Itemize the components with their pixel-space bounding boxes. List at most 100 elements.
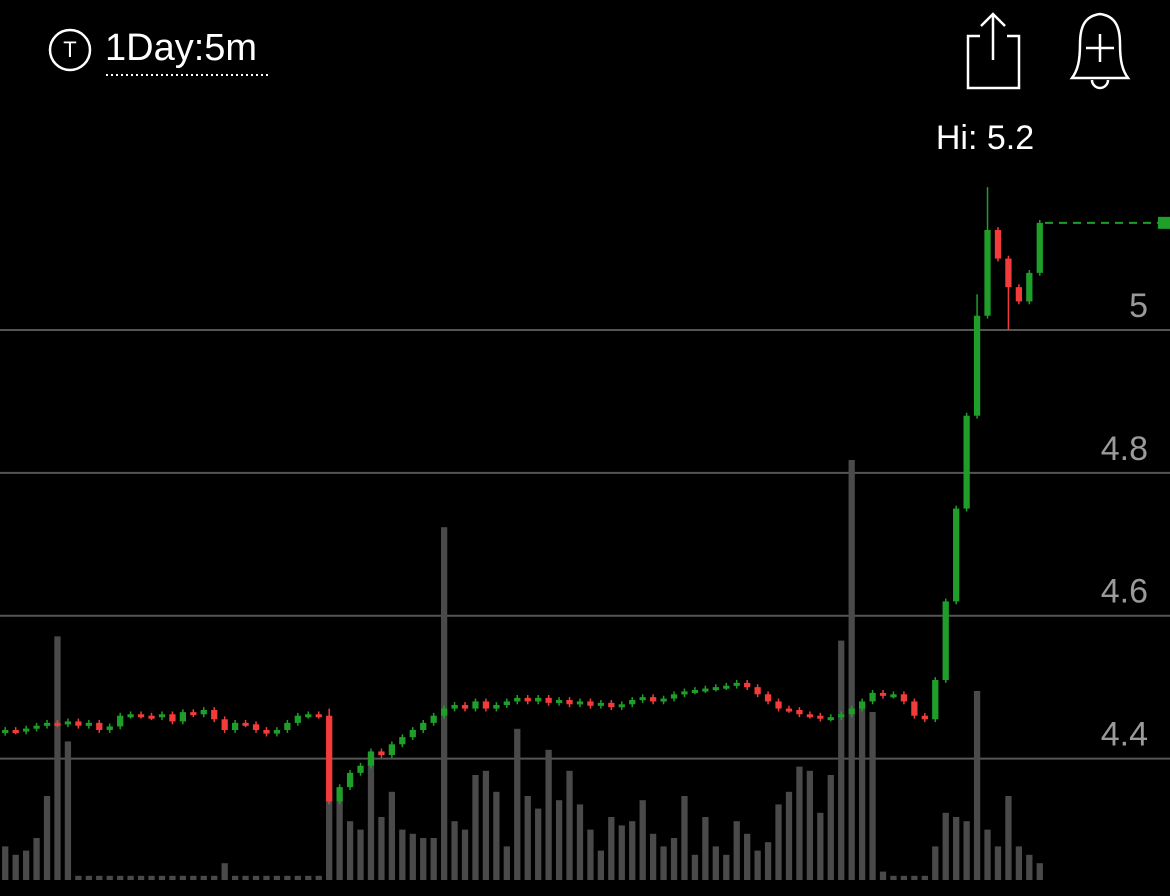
candle-body xyxy=(1015,287,1023,302)
volume-bar xyxy=(273,875,281,880)
volume-bar xyxy=(702,817,709,880)
candle-body xyxy=(75,721,82,726)
candle-body xyxy=(660,698,667,702)
share-button[interactable] xyxy=(966,12,1021,90)
high-label: Hi: 5.2 xyxy=(936,119,1034,157)
volume-bar xyxy=(691,854,699,880)
volume-bar xyxy=(911,875,918,880)
bell-plus xyxy=(1086,34,1114,62)
candle-body xyxy=(994,230,1002,259)
candle-body xyxy=(493,705,500,709)
volume-bar xyxy=(263,875,270,880)
candle-body xyxy=(597,702,605,706)
candle-body xyxy=(284,722,291,730)
volume-bar xyxy=(754,850,761,880)
volume-bar xyxy=(242,875,249,880)
candle-body xyxy=(555,700,563,703)
y-tick-label: 4.6 xyxy=(1101,573,1148,611)
candle-body xyxy=(346,772,354,788)
candle-body xyxy=(524,697,531,702)
volume-bar xyxy=(284,875,291,880)
volume-bar xyxy=(43,796,51,880)
candle-body xyxy=(399,737,406,745)
plot: 4.4 4.6 4.8 5 xyxy=(0,187,1170,880)
candle-body xyxy=(702,688,709,692)
volume-bar xyxy=(190,875,197,880)
candle-body xyxy=(336,787,343,802)
candle-body xyxy=(817,715,824,719)
candle-body xyxy=(430,715,437,723)
volume-bar xyxy=(440,527,448,880)
candle-body xyxy=(357,765,364,773)
volume-bar xyxy=(942,812,949,880)
candle-body xyxy=(806,714,814,718)
volume-bar xyxy=(524,796,531,880)
alert-button[interactable] xyxy=(1069,12,1131,90)
candle-body xyxy=(33,725,40,729)
candle-body xyxy=(670,694,678,699)
candle-body xyxy=(932,680,939,720)
candle-body xyxy=(96,722,103,730)
candle-body xyxy=(963,415,970,509)
volume-bar xyxy=(127,875,134,880)
last-price-marker xyxy=(1158,216,1170,229)
candle-body xyxy=(190,712,197,716)
volume-bar xyxy=(1015,846,1023,880)
interval-label[interactable]: 1Day:5m xyxy=(105,27,257,69)
candle-body xyxy=(535,697,542,702)
volume-bar xyxy=(900,875,908,880)
volume-bar xyxy=(117,875,124,880)
candle-body xyxy=(2,730,9,733)
volume-bar xyxy=(1036,863,1043,880)
candle-body xyxy=(12,730,19,733)
volume-bar xyxy=(12,854,19,880)
candle-body xyxy=(211,710,218,720)
candle-body xyxy=(472,701,479,709)
y-tick-label: 4.8 xyxy=(1101,430,1148,468)
share-arrow xyxy=(980,12,1006,60)
volume-bar xyxy=(984,829,991,880)
volume-bar xyxy=(137,875,145,880)
volume-bar xyxy=(315,875,322,880)
volume-bar xyxy=(346,821,354,880)
volume-bar xyxy=(1026,854,1033,880)
candle-body xyxy=(326,715,333,802)
candle-body xyxy=(231,722,239,730)
candle-body xyxy=(785,708,793,712)
candle-body xyxy=(545,697,552,703)
volume-bar xyxy=(921,875,928,880)
volume-bar xyxy=(22,850,30,880)
volume-bar xyxy=(367,754,375,880)
candle-body xyxy=(158,714,166,718)
volume-bar xyxy=(953,817,960,880)
candle-body xyxy=(733,682,740,686)
candle-body xyxy=(576,701,584,705)
type-icon-letter: T xyxy=(63,37,76,62)
candle-body xyxy=(764,694,772,702)
candle-body xyxy=(420,722,427,730)
volume-bar xyxy=(733,821,740,880)
candle-body xyxy=(1026,272,1033,302)
candle-body xyxy=(305,714,312,718)
candle-body xyxy=(43,722,51,726)
candle-body xyxy=(106,726,113,730)
volume-bar xyxy=(169,875,176,880)
volume-bar xyxy=(555,800,563,880)
candle-body xyxy=(378,751,385,755)
volume-bar xyxy=(712,846,719,880)
volume-bar xyxy=(514,728,521,880)
y-tick-label: 5 xyxy=(1129,287,1148,325)
volume-bar xyxy=(493,791,500,880)
volume-bar xyxy=(461,829,469,880)
volume-bar xyxy=(85,875,92,880)
interval-selector[interactable]: T 1Day:5m xyxy=(48,27,270,76)
volume-bar xyxy=(305,875,312,880)
volume-bar xyxy=(420,838,427,880)
volume-bar xyxy=(890,875,897,880)
volume-bar xyxy=(326,791,333,880)
candle-body xyxy=(200,710,207,715)
candle-body xyxy=(984,230,991,316)
candle-body xyxy=(117,715,124,727)
volume-bar xyxy=(858,703,866,880)
